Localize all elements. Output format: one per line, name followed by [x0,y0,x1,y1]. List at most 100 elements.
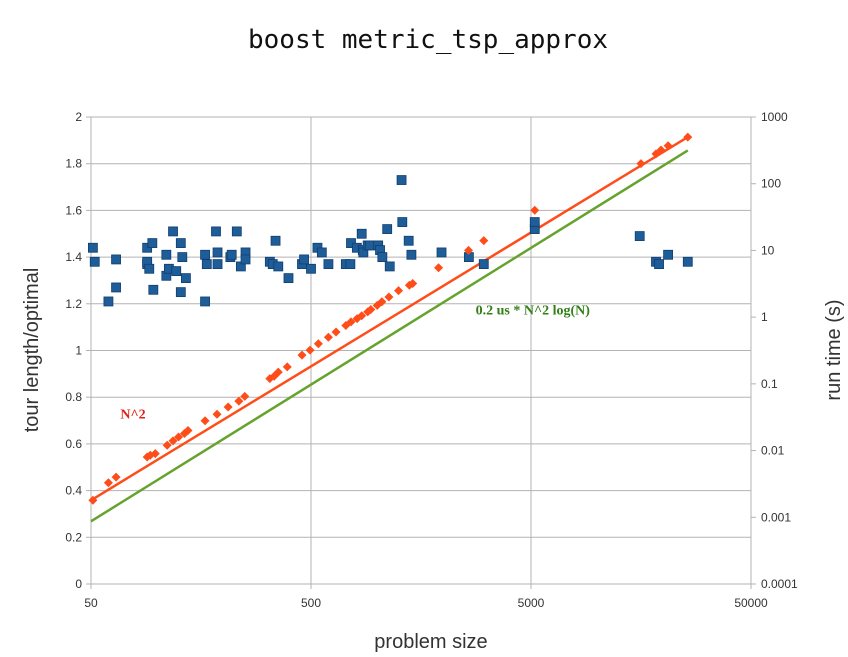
ratio-point [103,296,114,307]
y-left-tick-label: 1.8 [65,157,82,171]
ratio-point [168,226,178,237]
runtime-point [174,432,184,442]
runtime-point [200,416,210,426]
runtime-point [183,425,193,435]
ratio-point [654,259,664,270]
runtime-point [88,495,98,505]
y-right-tick-label: 0.1 [761,377,778,391]
runtime-point [434,263,444,273]
runtime-point [240,391,250,401]
runtime-point [150,449,160,459]
x-tick-label: 50000 [734,596,768,610]
runtime-point [313,339,323,349]
y-left-tick-label: 0.2 [65,530,82,544]
ratio-point [377,252,388,263]
ratio-point [226,249,237,260]
ratio-point [682,256,693,267]
ratio-point [175,287,186,298]
ratio-point [436,247,447,258]
runtime-point [408,278,418,288]
runtime-point [479,236,489,246]
ratio-point [181,273,191,284]
ratio-point [316,247,327,258]
grid [86,116,756,589]
y-left-tick-label: 0 [75,577,82,591]
ratio-point [200,296,210,307]
runtime-point [683,132,693,142]
chart-title: boost metric_tsp_approx [248,25,608,55]
ratio-point [397,217,408,227]
tick-labels: 0 0.2 0.4 0.6 0.8 1 1.2 1.4 1.6 1.8 2 50 500 5000 5000… [65,110,798,610]
runtime-point [305,345,315,355]
ratio-point [529,217,540,227]
y-left-tick-label: 0.6 [65,437,82,451]
annotation-label: 0.2 us * N^2 log(N) [476,303,591,318]
runtime-point [162,440,172,450]
ratio-point [384,261,395,272]
y-axis-left-title: tour length/optimal [21,268,43,433]
ratio-point [201,259,212,270]
ratio-point [273,261,284,272]
runtime-point [331,327,341,337]
runtime-point [357,311,367,321]
runtime-point [212,409,222,419]
runtime-point [103,478,113,488]
ratio-point [364,240,375,251]
y-left-tick-label: 1 [75,344,82,358]
runtime-point [394,286,404,296]
ratio-point [240,254,251,265]
ratio-point [231,226,242,237]
x-axis-title: problem size [374,631,487,653]
x-tick-label: 50 [84,596,98,610]
runtime-point [223,402,233,412]
ratio-point [345,259,356,270]
ratio-point [144,263,155,274]
y-left-tick-label: 1.2 [65,297,82,311]
ratio-point [356,228,367,239]
runtime-point [234,396,244,406]
ratio-point [270,235,281,246]
runtime-point [366,305,376,315]
runtime-point [530,205,540,215]
y-left-tick-label: 1.6 [65,203,82,217]
y-right-tick-label: 1 [761,310,768,324]
runtime-point [636,159,646,169]
ratio-point [87,242,98,253]
ratio-point [212,259,223,270]
ratio-point [382,224,393,234]
runtime-point [663,141,673,151]
runtime-point [656,145,666,155]
runtime-point [346,317,356,327]
ratio-point [478,259,489,270]
y-axis-right-title: run time (s) [823,299,845,400]
fit-lines [90,136,689,523]
ratio-point [211,226,221,237]
ratio-point [200,249,210,260]
ratio-point [396,175,407,185]
y-right-tick-label: 10 [761,243,775,257]
runtime-point [297,350,307,360]
y-left-tick-label: 0.4 [65,484,82,498]
runtime-point [384,292,394,302]
runtime-point [377,297,387,307]
runtime-point [168,436,178,446]
x-tick-label: 500 [301,596,321,610]
ratio-point [148,284,159,295]
ratio-point [323,259,334,270]
annotation-label: N^2 [120,408,145,423]
y-left-tick-label: 1.4 [65,250,82,264]
ratio-point [161,249,172,260]
x-tick-label: 5000 [518,596,545,610]
ratio-point [111,254,121,265]
ratio-point [89,256,100,267]
ratio-point [406,249,417,260]
y-right-tick-label: 100 [761,177,781,191]
ratio-point [147,238,158,248]
y-right-tick-label: 0.001 [761,510,791,524]
ratio-point [634,231,645,241]
ratio-point [403,235,414,246]
ratio-point [212,247,223,258]
runtime-point [111,472,121,482]
ratio-point [283,273,294,284]
